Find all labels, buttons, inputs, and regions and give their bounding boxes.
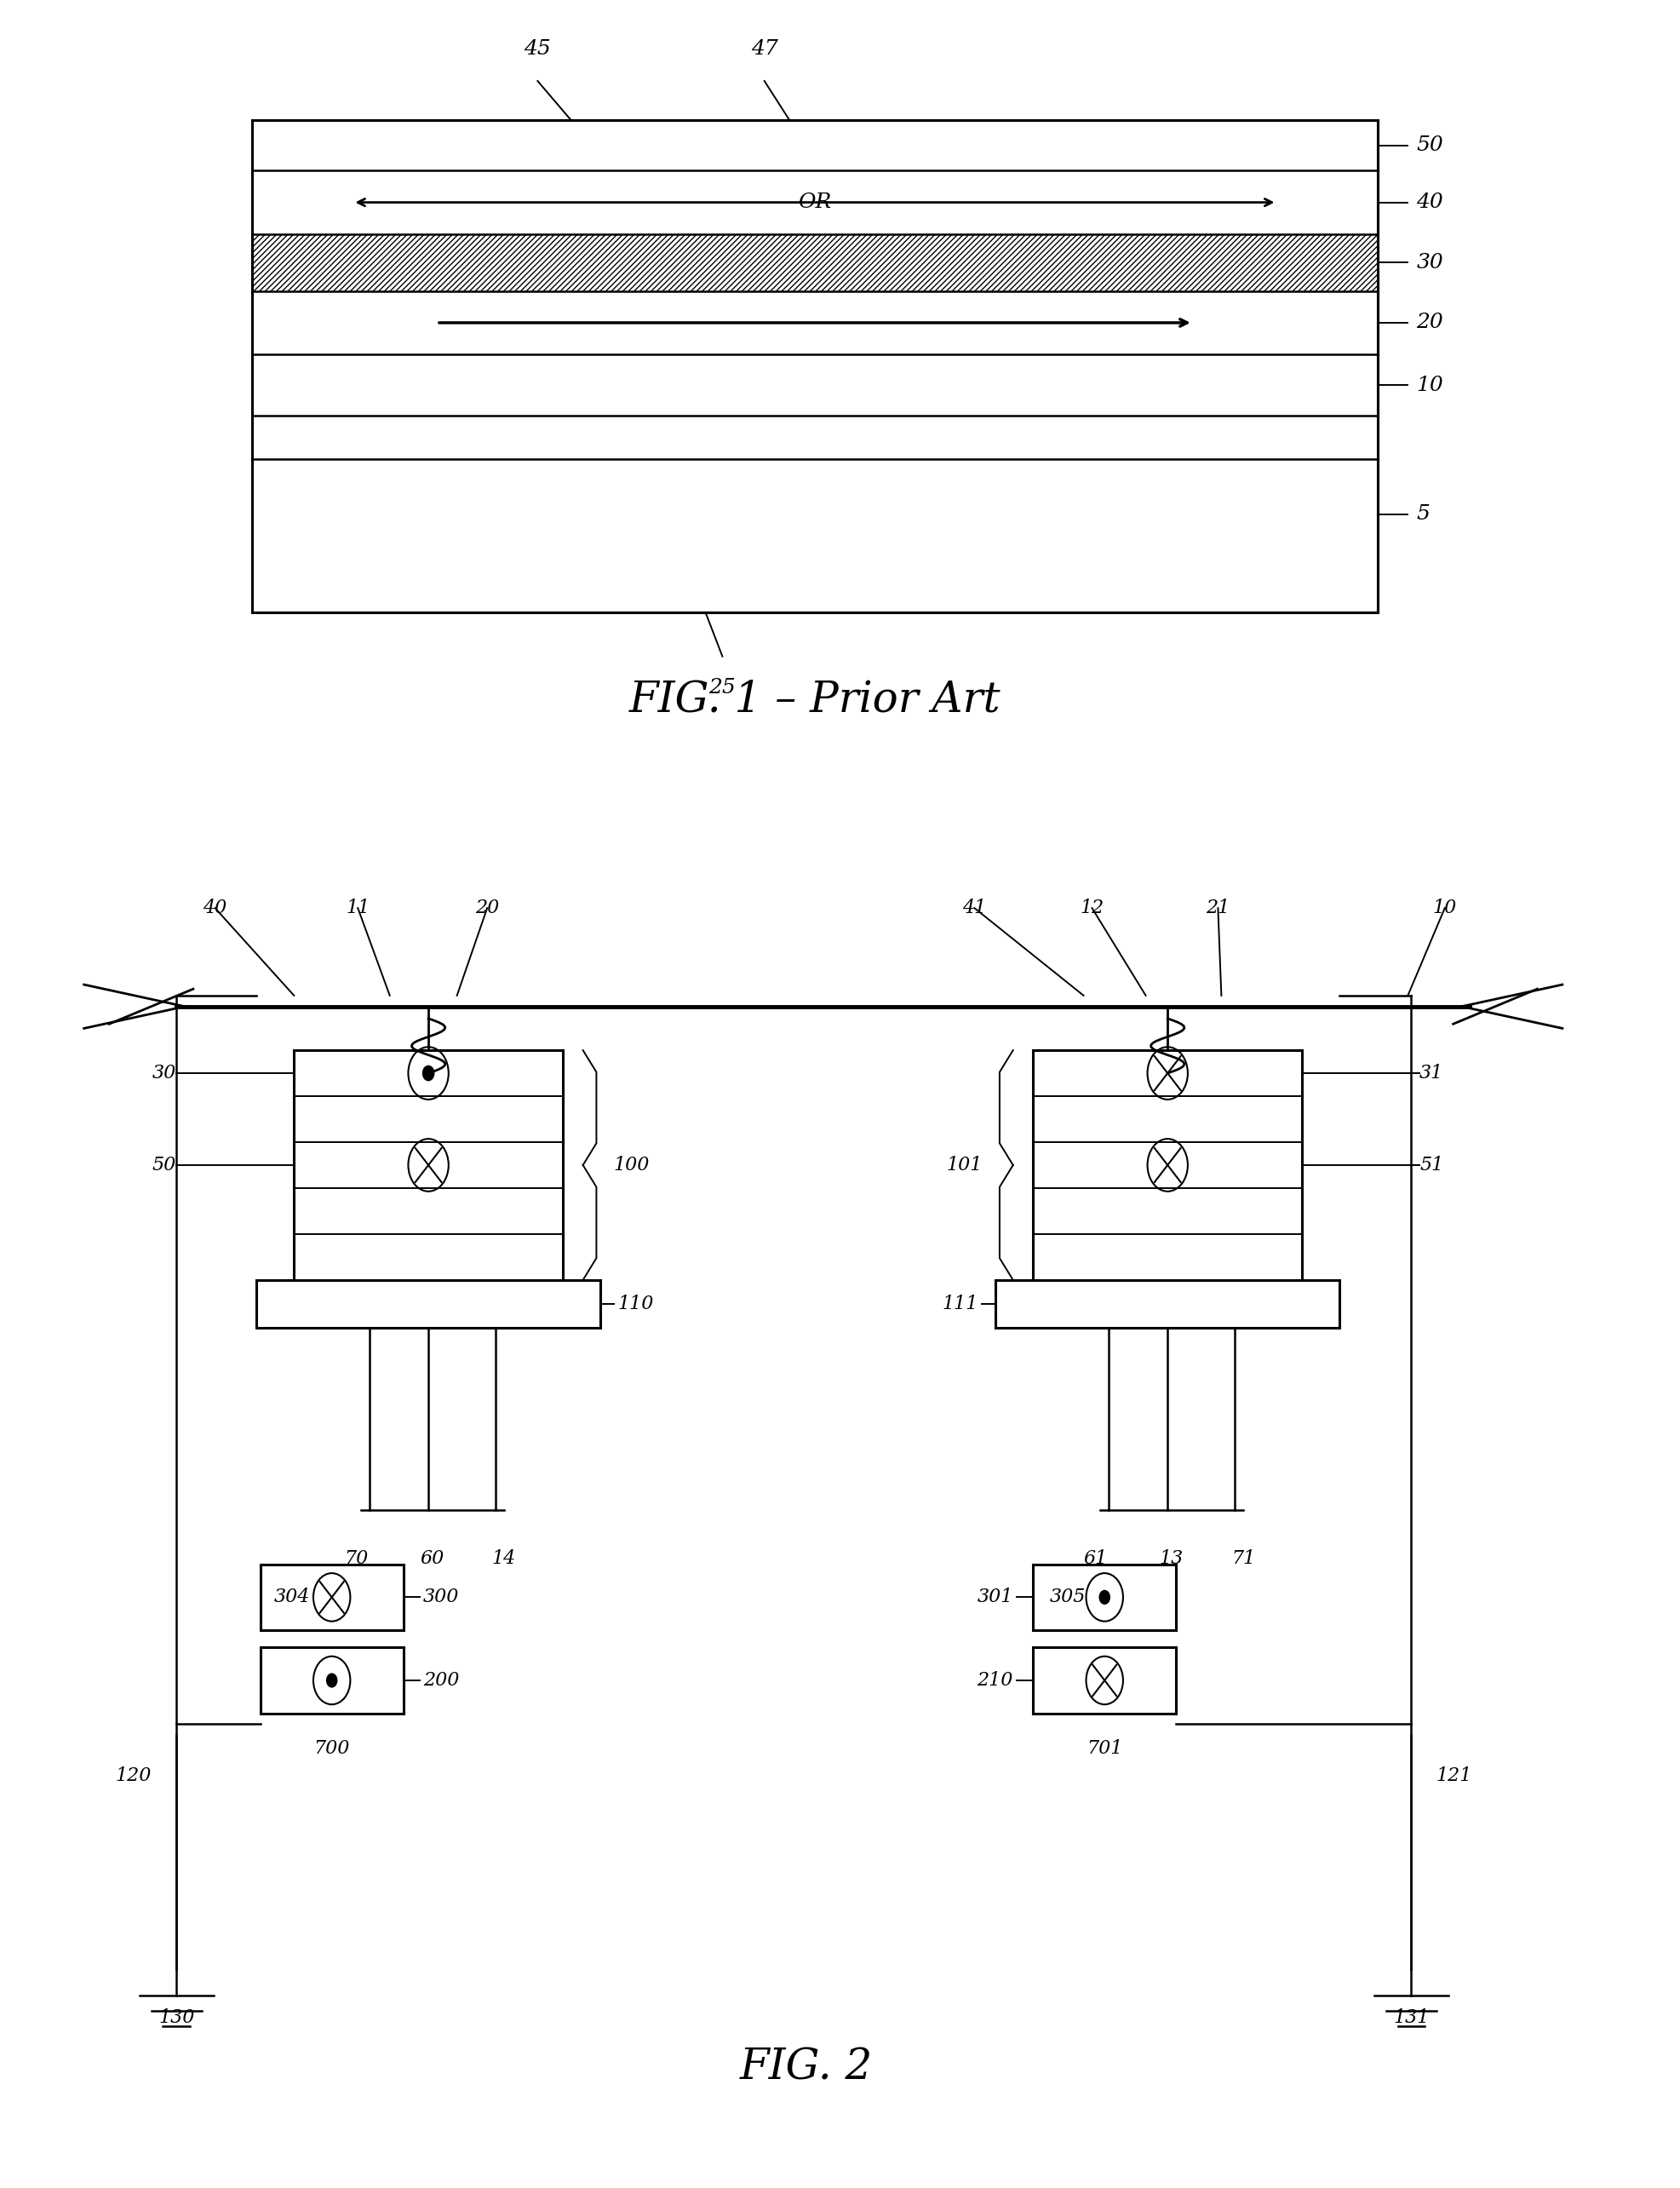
Text: 20: 20 xyxy=(475,899,499,917)
Bar xyxy=(1033,1050,1302,1280)
Text: 10: 10 xyxy=(1416,376,1443,394)
Circle shape xyxy=(423,1066,433,1081)
Text: 200: 200 xyxy=(423,1672,459,1689)
Text: 5: 5 xyxy=(1416,505,1430,523)
Text: 51: 51 xyxy=(1420,1155,1443,1175)
Text: 120: 120 xyxy=(116,1766,151,1785)
Text: 11: 11 xyxy=(346,899,370,917)
Bar xyxy=(1033,1648,1176,1713)
Text: 305: 305 xyxy=(1050,1588,1085,1606)
Bar xyxy=(252,120,1378,613)
Bar xyxy=(1033,1564,1176,1630)
Text: 20: 20 xyxy=(1416,313,1443,333)
Text: 21: 21 xyxy=(1206,899,1230,917)
Text: 300: 300 xyxy=(423,1588,459,1606)
Text: 31: 31 xyxy=(1420,1063,1443,1083)
Text: 25: 25 xyxy=(709,678,736,698)
Text: 30: 30 xyxy=(153,1063,176,1083)
Text: 10: 10 xyxy=(1433,899,1457,917)
Bar xyxy=(252,234,1378,291)
Text: 700: 700 xyxy=(314,1739,349,1759)
Text: 47: 47 xyxy=(751,39,778,59)
Text: 101: 101 xyxy=(948,1155,983,1175)
Text: 41: 41 xyxy=(963,899,986,917)
Circle shape xyxy=(1099,1591,1110,1604)
Text: 121: 121 xyxy=(1436,1766,1472,1785)
Text: 70: 70 xyxy=(344,1549,368,1569)
Text: 40: 40 xyxy=(1416,193,1443,212)
Text: OR: OR xyxy=(798,193,832,212)
Bar xyxy=(260,1564,403,1630)
Text: 131: 131 xyxy=(1393,2009,1430,2028)
Text: FIG. 1 – Prior Art: FIG. 1 – Prior Art xyxy=(628,678,1001,722)
Text: 210: 210 xyxy=(978,1672,1013,1689)
Bar xyxy=(252,120,1378,613)
Circle shape xyxy=(326,1674,338,1687)
Text: 111: 111 xyxy=(942,1295,978,1313)
Text: 110: 110 xyxy=(618,1295,654,1313)
Bar xyxy=(255,1280,601,1328)
Text: 100: 100 xyxy=(613,1155,648,1175)
Text: 304: 304 xyxy=(274,1588,309,1606)
Bar xyxy=(995,1280,1341,1328)
Text: 13: 13 xyxy=(1159,1549,1183,1569)
Bar xyxy=(294,1050,563,1280)
Text: 50: 50 xyxy=(153,1155,176,1175)
Text: 60: 60 xyxy=(420,1549,444,1569)
Text: 301: 301 xyxy=(978,1588,1013,1606)
Text: 30: 30 xyxy=(1416,254,1443,271)
Text: 61: 61 xyxy=(1084,1549,1107,1569)
Text: 701: 701 xyxy=(1087,1739,1122,1759)
Bar xyxy=(260,1648,403,1713)
Text: 50: 50 xyxy=(1416,136,1443,155)
Text: 40: 40 xyxy=(203,899,227,917)
Text: 71: 71 xyxy=(1231,1549,1255,1569)
Text: 130: 130 xyxy=(158,2009,195,2028)
Text: 12: 12 xyxy=(1080,899,1104,917)
Text: FIG. 2: FIG. 2 xyxy=(739,2046,874,2090)
Text: 14: 14 xyxy=(492,1549,516,1569)
Text: 45: 45 xyxy=(524,39,551,59)
